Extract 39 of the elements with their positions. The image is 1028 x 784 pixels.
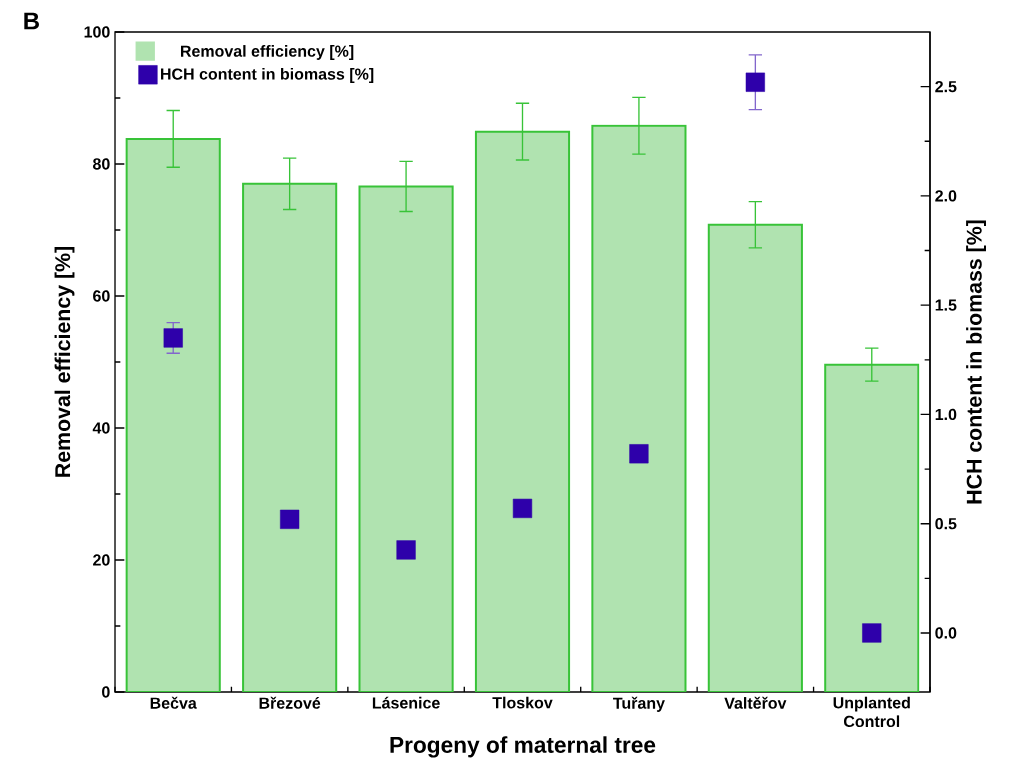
y-axis-title: Removal efficiency [%]: [54, 247, 75, 477]
y2-tick-label: 0.0: [935, 627, 957, 639]
bar: [475, 131, 570, 692]
x-axis-title: Progeny of maternal tree: [390, 736, 656, 758]
legend-label: Removal efficiency [%]: [181, 45, 354, 60]
bar: [126, 138, 220, 692]
y2-tick-label: 2.5: [935, 80, 957, 93]
bar: [708, 224, 802, 692]
point: [396, 540, 416, 560]
bar: [824, 363, 920, 692]
point: [862, 623, 882, 643]
bar: [243, 183, 337, 692]
y2-tick-label: 2.0: [935, 190, 957, 202]
x-tick-label: Valtěřov: [724, 696, 787, 709]
x-tick-label: Bečva: [150, 696, 197, 709]
bar: [592, 125, 686, 692]
point: [512, 498, 533, 519]
y2-tick-label: 1.5: [935, 299, 957, 311]
legend-label: HCH content in biomass [%]: [161, 67, 374, 83]
point: [280, 509, 300, 529]
y-tick-label: 80: [93, 158, 110, 170]
x-tick-label: Unplanted Control: [833, 696, 910, 728]
x-tick-label: Tloskov: [492, 696, 553, 709]
y2-axis-title: HCH content in biomass [%]: [966, 220, 986, 504]
y-tick-label: 20: [93, 554, 110, 566]
x-tick-label: Březové: [259, 696, 321, 709]
y2-tick-label: 1.0: [935, 408, 957, 421]
y2-tick-label: 0.5: [935, 518, 957, 530]
x-tick-label: Lásenice: [372, 696, 440, 709]
text: B: [24, 12, 39, 30]
point: [745, 72, 765, 92]
bar: [359, 186, 453, 692]
y-tick-label: 60: [93, 290, 110, 302]
y-tick-label: 40: [92, 422, 110, 434]
point: [629, 444, 649, 464]
y-tick-label: 100: [84, 26, 110, 38]
point: [163, 328, 183, 348]
y-tick-label: 0: [102, 686, 110, 698]
x-tick-label: Tuřany: [613, 696, 665, 712]
